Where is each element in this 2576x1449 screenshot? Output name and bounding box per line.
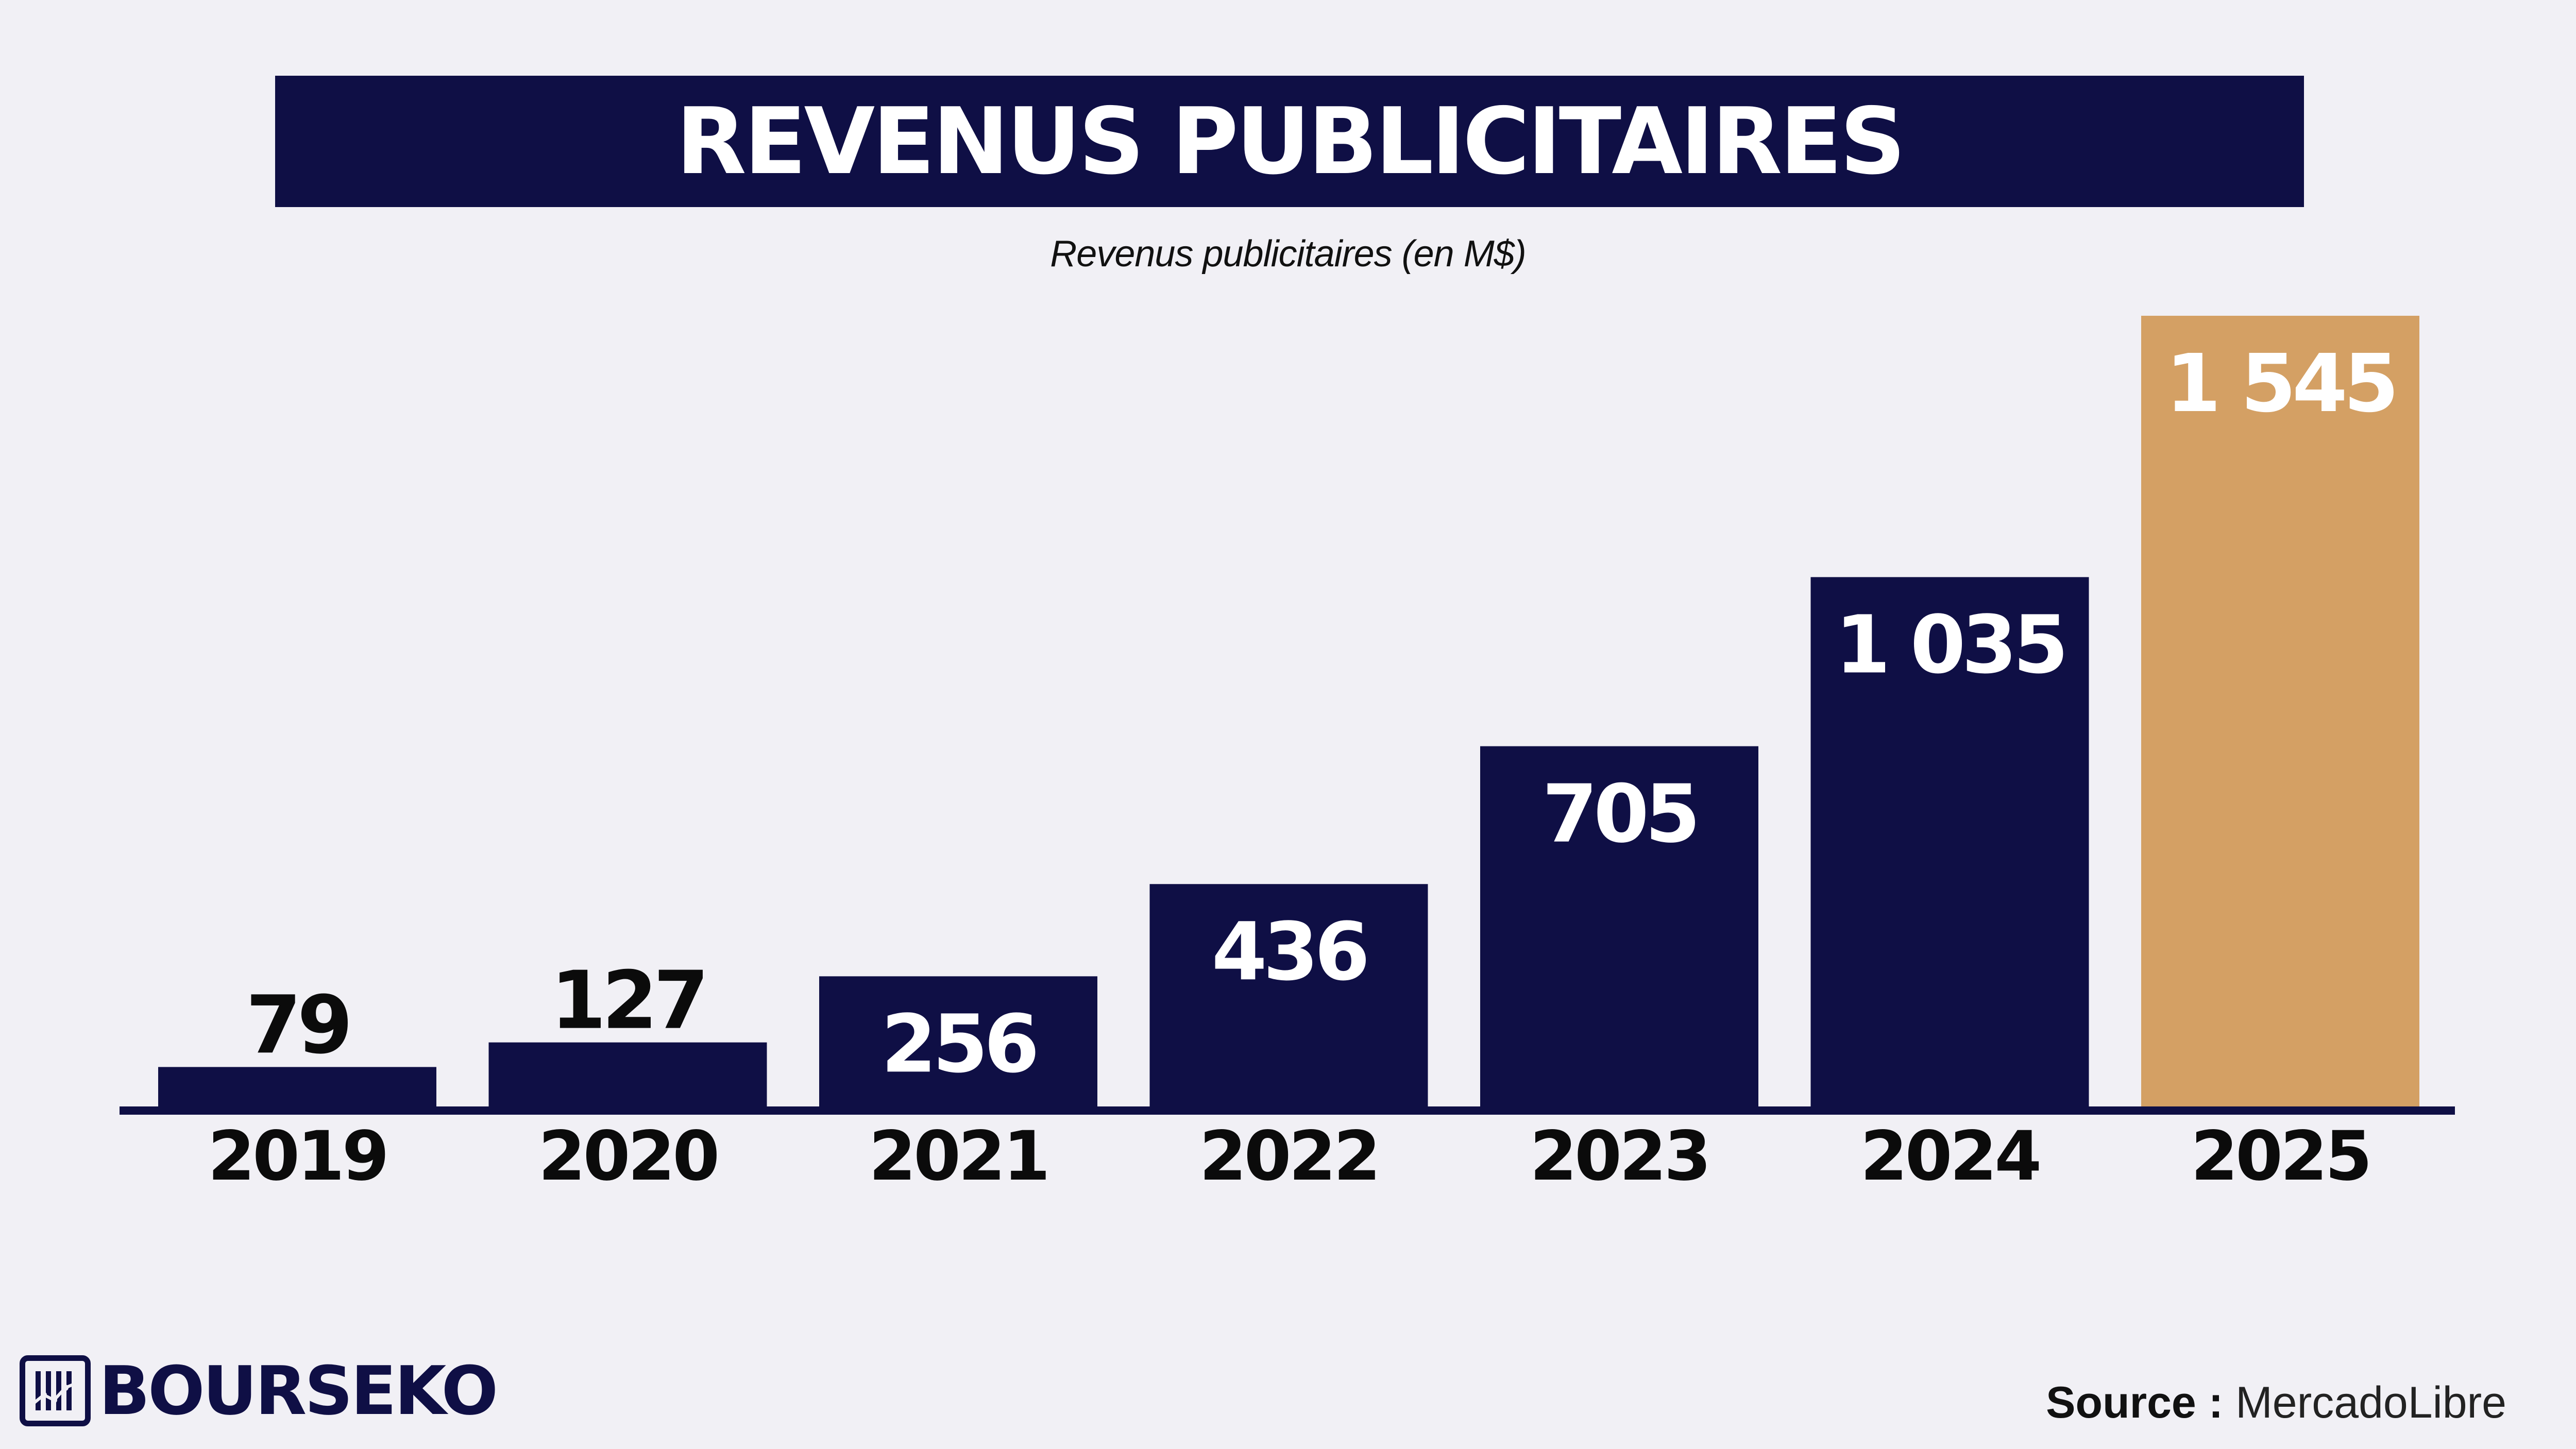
source-note: Source : MercadoLibre <box>2046 1380 2506 1425</box>
ticks-layer: 2019 2020 2021 2022 2023 2024 2025 <box>208 1117 2372 1196</box>
bar-2020 <box>488 1042 767 1107</box>
bar-2022 <box>1149 884 1428 1107</box>
source-label: Source : <box>2046 1378 2224 1427</box>
x-tick-label-2023: 2023 <box>1530 1117 1708 1196</box>
bar-2025 <box>2141 316 2419 1107</box>
bar-2023 <box>1480 746 1758 1107</box>
x-tick-label-2019: 2019 <box>208 1117 386 1196</box>
bar-value-label-2023: 705 <box>1542 768 1697 861</box>
bar-value-label-2019: 79 <box>246 978 349 1071</box>
bars-layer <box>158 316 2419 1107</box>
bar-value-label-2022: 436 <box>1212 905 1366 998</box>
chart-title: REVENUS PUBLICITAIRES <box>675 88 1906 195</box>
bar-2021 <box>819 976 1097 1107</box>
x-tick-label-2024: 2024 <box>1860 1117 2039 1196</box>
bar-chart-logo-icon <box>20 1355 91 1426</box>
brand-logo: BOURSEKO <box>20 1352 498 1430</box>
x-tick-label-2021: 2021 <box>869 1117 1047 1196</box>
bar-value-label-2021: 256 <box>881 997 1036 1090</box>
x-tick-label-2025: 2025 <box>2191 1117 2369 1196</box>
bar-value-label-2020: 127 <box>551 954 705 1047</box>
bar-value-label-2025: 1 545 <box>2165 337 2395 430</box>
chart-subtitle: Revenus publicitaires (en M$) <box>1050 233 1526 275</box>
bar-2024 <box>1810 577 2089 1107</box>
bar-value-label-2024: 1 035 <box>1835 598 2064 691</box>
brand-name: BOURSEKO <box>99 1352 498 1430</box>
x-tick-label-2022: 2022 <box>1199 1117 1378 1196</box>
x-tick-label-2020: 2020 <box>538 1117 717 1196</box>
title-banner: REVENUS PUBLICITAIRES <box>275 76 2304 207</box>
bar-2019 <box>158 1067 436 1107</box>
labels-layer: 79 127 256 436 705 1 035 1 545 <box>246 337 2399 1090</box>
source-value: MercadoLibre <box>2235 1378 2506 1427</box>
